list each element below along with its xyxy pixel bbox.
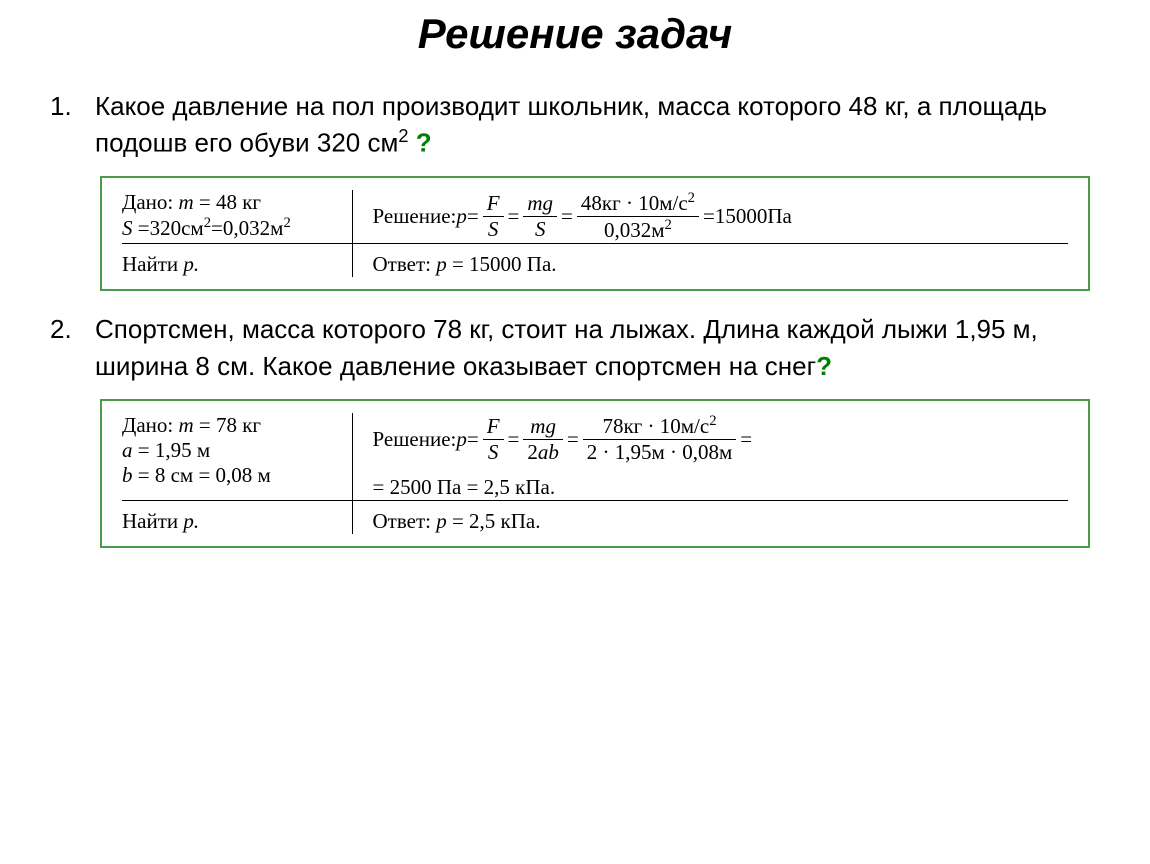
f3-den: 0,032м: [604, 218, 665, 242]
problem-2-number: 2.: [40, 311, 95, 384]
eq2-1: =: [467, 427, 479, 452]
f2-den: S: [523, 217, 557, 242]
problem-1-statement: 1. Какое давление на пол производит школ…: [40, 88, 1110, 161]
f2-3-num: 78кг · 10м/с: [602, 414, 709, 438]
problem-1-qmark: ?: [409, 128, 432, 158]
answer2-val: = 2,5 кПа.: [447, 509, 541, 533]
problem-1-solution-box: Дано: m = 48 кг S =320см2=0,032м2 Решени…: [100, 176, 1090, 291]
problem-2-answer: Ответ: p = 2,5 кПа.: [352, 501, 1068, 535]
given2-m-val: = 78 кг: [194, 413, 261, 437]
find-var: p.: [183, 252, 199, 276]
problem-2-find: Найти p.: [122, 501, 352, 535]
problem-1-find: Найти p.: [122, 244, 352, 278]
eq2-2: =: [508, 427, 520, 452]
f2-3-sup: 2: [709, 413, 716, 429]
f1-num: F: [483, 191, 504, 217]
result2-tail: =: [740, 427, 752, 452]
given-label: Дано:: [122, 190, 173, 214]
given-s-sup2: 2: [283, 215, 290, 231]
problem-2-statement: 2. Спортсмен, масса которого 78 кг, стои…: [40, 311, 1110, 384]
problem-1-solution: Решение: p = FS = mgS = 48кг · 10м/с20,0…: [352, 190, 1068, 244]
problem-1-sup: 2: [398, 126, 408, 146]
given-m-var: m: [178, 190, 193, 214]
given2-b-var: b: [122, 463, 133, 487]
f3-num-sup: 2: [688, 190, 695, 206]
given-s-eq: =0,032м: [211, 216, 283, 240]
problem-2-qmark: ?: [816, 351, 832, 381]
find2-var: p.: [183, 509, 199, 533]
solution2-label: Решение:: [373, 427, 457, 452]
f2-num: mg: [523, 191, 557, 217]
frac2-calc: 78кг · 10м/с2 2 · 1,95м · 0,08м: [583, 413, 737, 465]
problem-2-text: Спортсмен, масса которого 78 кг, стоит н…: [95, 314, 1038, 380]
problem-2-solution-box: Дано: m = 78 кг a = 1,95 м b = 8 см = 0,…: [100, 399, 1090, 548]
frac2-mgab: mg2ab: [523, 414, 563, 465]
frac-calc: 48кг · 10м/с20,032м2: [577, 190, 699, 243]
given2-b-val: = 8 см = 0,08 м: [133, 463, 271, 487]
problem-2-body: Спортсмен, масса которого 78 кг, стоит н…: [95, 311, 1110, 384]
eq1: =: [467, 204, 479, 229]
solution-label: Решение:: [373, 204, 457, 229]
problem-1-body: Какое давление на пол производит школьни…: [95, 88, 1110, 161]
f1-den: S: [483, 217, 504, 242]
result1: =15000Па: [703, 204, 792, 229]
p-var: p: [456, 204, 467, 229]
p2-var: p: [456, 427, 467, 452]
answer-label: Ответ:: [373, 252, 437, 276]
eq3: =: [561, 204, 573, 229]
given-s-var: S: [122, 216, 133, 240]
answer2-label: Ответ:: [373, 509, 437, 533]
f3-den-sup: 2: [665, 217, 672, 233]
problem-1: 1. Какое давление на пол производит школ…: [40, 88, 1110, 291]
answer-var: p: [436, 252, 447, 276]
given2-m-var: m: [178, 413, 193, 437]
given2-a-val: = 1,95 м: [133, 438, 211, 462]
page-title: Решение задач: [40, 10, 1110, 58]
given2-label: Дано:: [122, 413, 173, 437]
problem-1-answer: Ответ: p = 15000 Па.: [352, 244, 1068, 278]
frac-mgs: mgS: [523, 191, 557, 242]
problem-1-text-a: Какое давление на пол производит школьни…: [95, 91, 1047, 158]
find-label: Найти: [122, 252, 183, 276]
f3-num: 48кг · 10м/с: [581, 191, 688, 215]
answer-val: = 15000 Па.: [447, 252, 557, 276]
given2-a-var: a: [122, 438, 133, 462]
solution2-line2: = 2500 Па = 2,5 кПа.: [373, 475, 1069, 500]
problem-2-given: Дано: m = 78 кг a = 1,95 м b = 8 см = 0,…: [122, 413, 352, 501]
problem-2: 2. Спортсмен, масса которого 78 кг, стои…: [40, 311, 1110, 548]
f2-2-num: mg: [523, 414, 563, 440]
f2-1-den: S: [483, 440, 504, 465]
f2-1-num: F: [483, 414, 504, 440]
given-s-sup: 2: [204, 215, 211, 231]
find2-label: Найти: [122, 509, 183, 533]
eq2: =: [508, 204, 520, 229]
answer2-var: p: [436, 509, 447, 533]
given-m-val: = 48 кг: [194, 190, 261, 214]
frac-fs: FS: [483, 191, 504, 242]
f2-3-den: 2 · 1,95м · 0,08м: [583, 440, 737, 465]
problem-2-solution: Решение: p = FS = mg2ab = 78кг · 10м/с2 2…: [352, 413, 1068, 501]
problem-1-given: Дано: m = 48 кг S =320см2=0,032м2: [122, 190, 352, 244]
frac2-fs: FS: [483, 414, 504, 465]
given-s-val: =320см: [133, 216, 204, 240]
problem-1-number: 1.: [40, 88, 95, 161]
eq2-3: =: [567, 427, 579, 452]
f2-2-den: 2ab: [523, 440, 563, 465]
